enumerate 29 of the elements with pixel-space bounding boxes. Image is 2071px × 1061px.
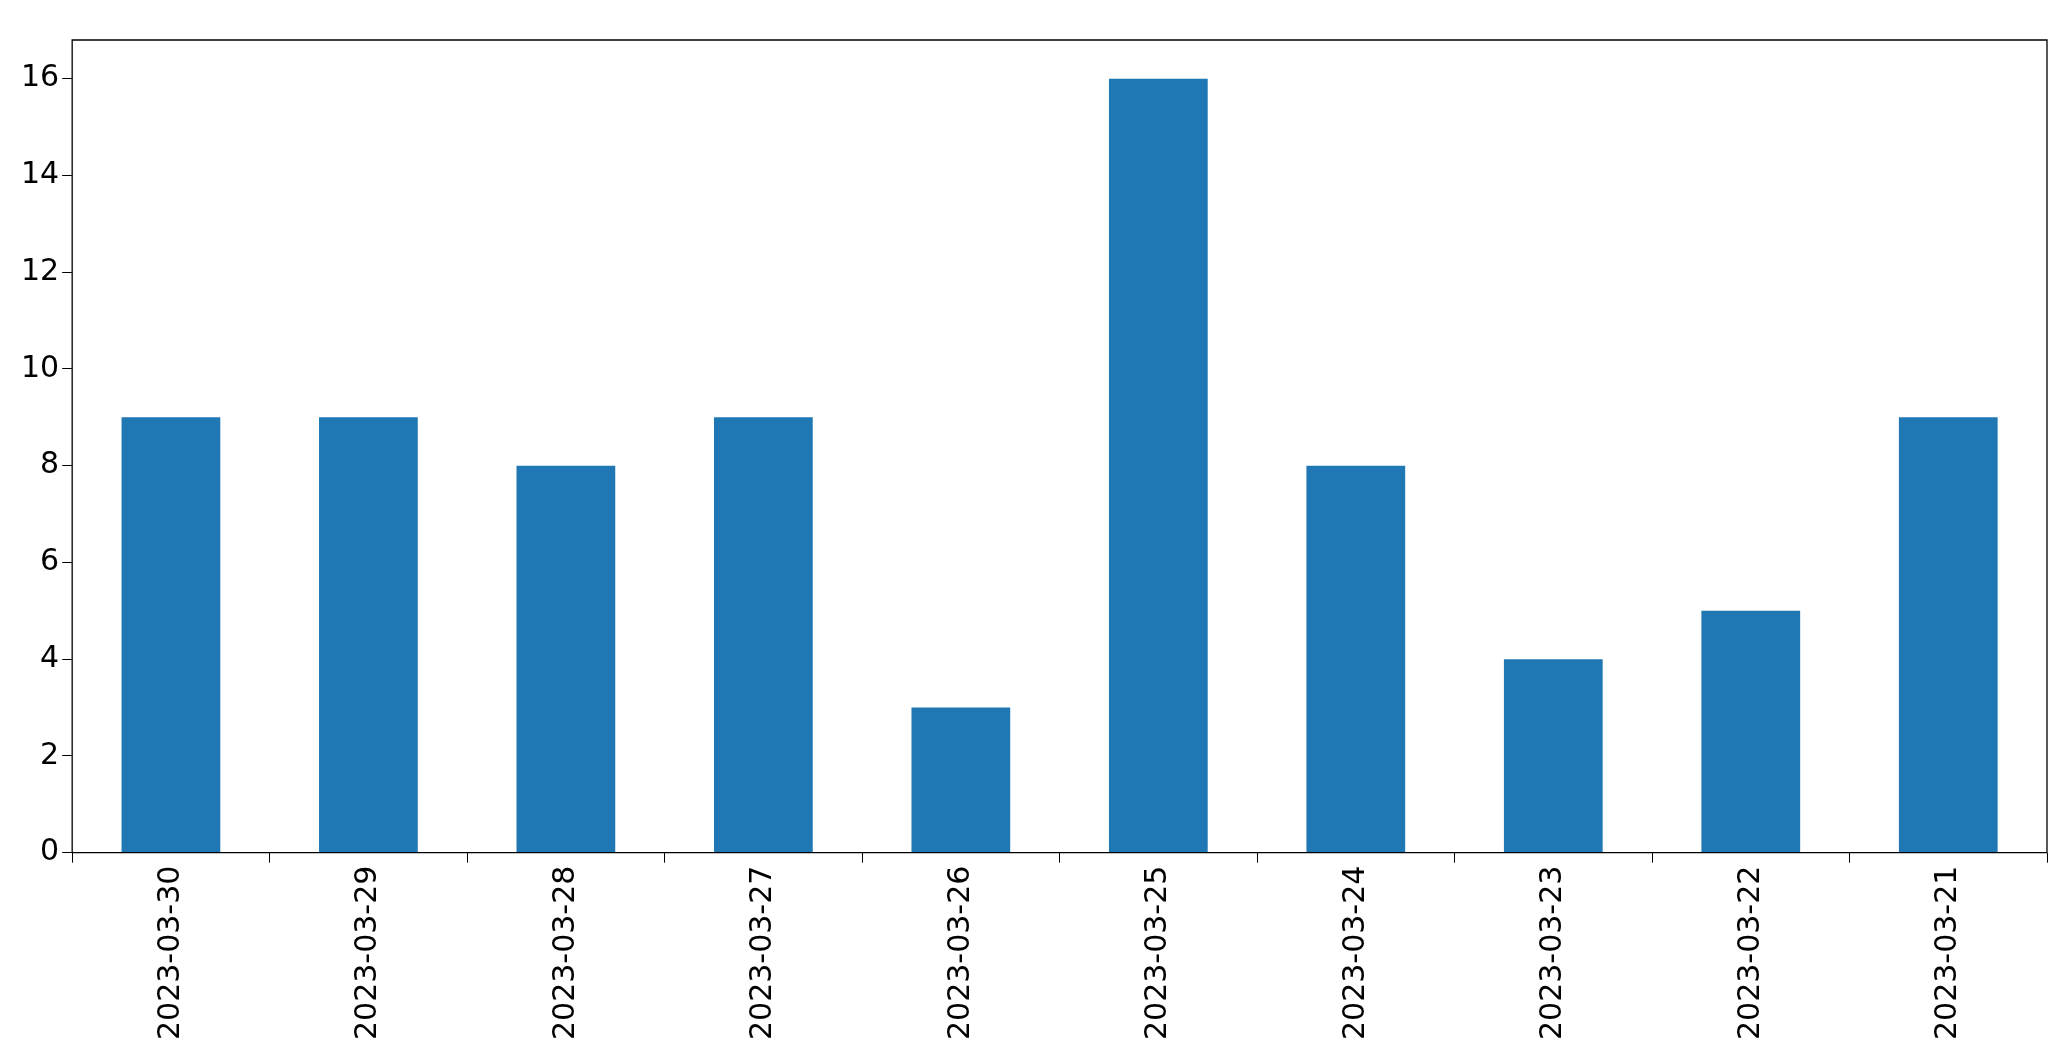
y-tick-label: 16 bbox=[20, 58, 60, 94]
y-tick-label: 4 bbox=[40, 638, 60, 674]
bar bbox=[911, 707, 1011, 853]
bar bbox=[1306, 465, 1406, 853]
bar bbox=[516, 465, 616, 853]
x-tick-label: 2023-03-23 bbox=[1533, 865, 1569, 1041]
x-tick-label: 2023-03-24 bbox=[1335, 865, 1371, 1041]
bar bbox=[1898, 417, 1998, 853]
bar bbox=[713, 417, 813, 853]
bar bbox=[319, 417, 418, 853]
bar bbox=[121, 417, 221, 853]
y-tick-label: 12 bbox=[20, 251, 60, 287]
y-tick-label: 0 bbox=[40, 832, 60, 868]
x-tick-label: 2023-03-29 bbox=[348, 865, 384, 1041]
bar bbox=[1108, 78, 1208, 853]
x-tick-label: 2023-03-22 bbox=[1730, 865, 1766, 1041]
y-tick-label: 10 bbox=[20, 348, 60, 384]
y-tick-label: 14 bbox=[20, 155, 60, 191]
x-tick-label: 2023-03-28 bbox=[545, 865, 581, 1041]
x-tick-label: 2023-03-30 bbox=[150, 865, 186, 1041]
x-tick-label: 2023-03-21 bbox=[1928, 865, 1964, 1041]
y-tick-label: 8 bbox=[40, 445, 60, 481]
y-tick-label: 6 bbox=[40, 542, 60, 578]
y-tick-label: 2 bbox=[40, 735, 60, 771]
bar bbox=[1701, 610, 1801, 853]
x-tick-label: 2023-03-26 bbox=[940, 865, 976, 1041]
x-tick-label: 2023-03-27 bbox=[743, 865, 779, 1041]
bar bbox=[1503, 659, 1603, 853]
x-tick-label: 2023-03-25 bbox=[1138, 865, 1174, 1041]
